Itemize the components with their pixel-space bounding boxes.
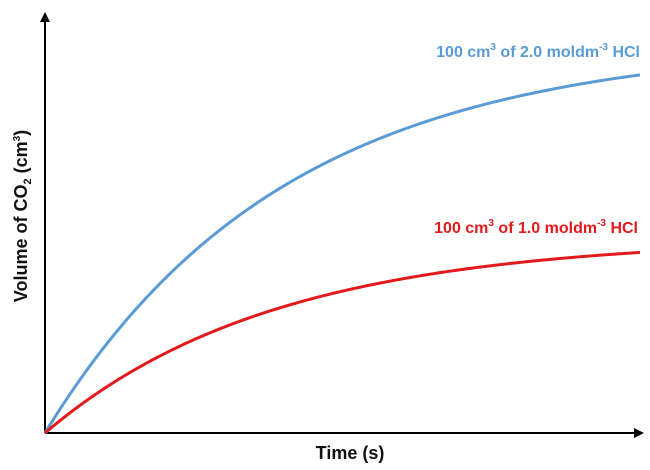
y-axis-title: Volume of CO2 (cm3) xyxy=(11,130,34,302)
series-label-2m-hcl: 100 cm3 of 2.0 moldm-3 HCl xyxy=(436,42,640,61)
series-line-2m-hcl xyxy=(43,73,641,434)
series-label-1m-hcl: 100 cm3 of 1.0 moldm-3 HCl xyxy=(434,218,638,237)
series-line-1m-hcl xyxy=(44,250,641,435)
x-axis-title: Time (s) xyxy=(316,443,385,463)
